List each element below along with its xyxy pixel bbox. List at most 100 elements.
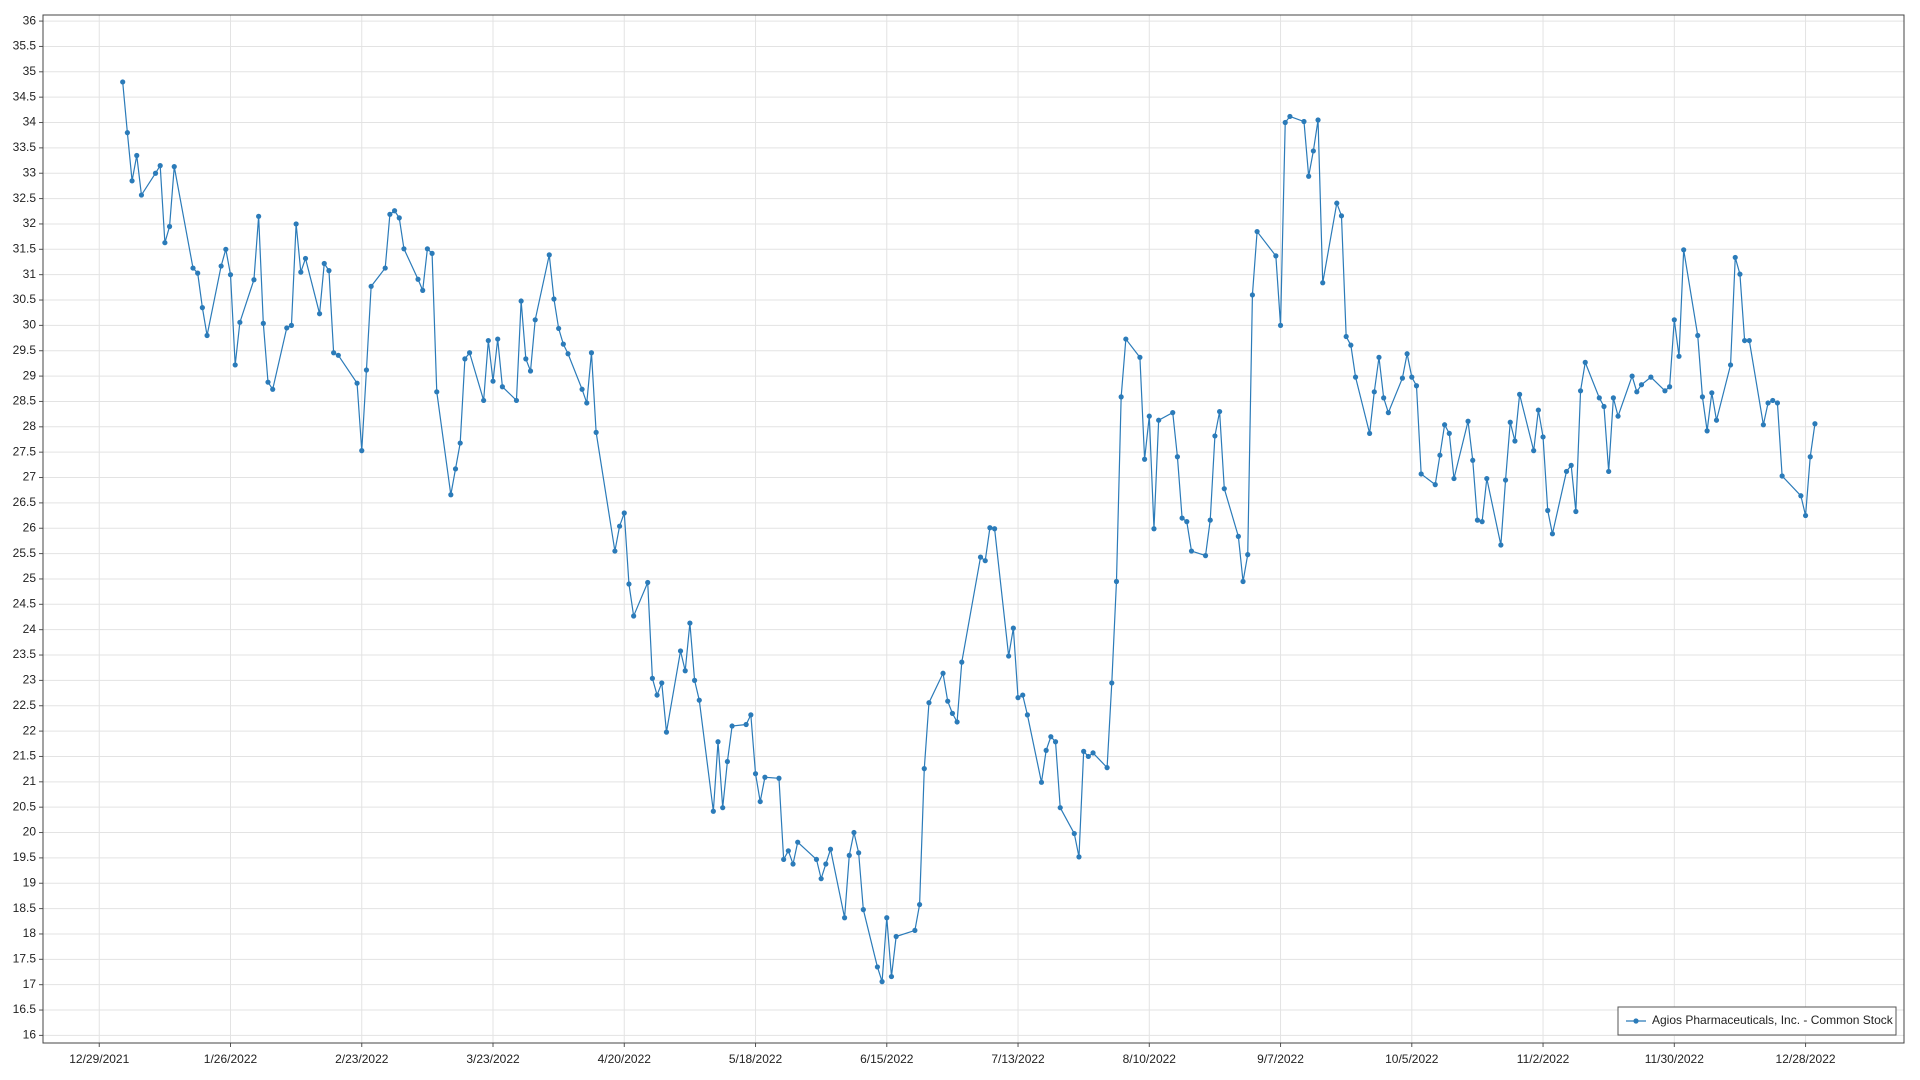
data-point — [1188, 548, 1195, 554]
data-point — [1774, 400, 1781, 406]
data-point — [1606, 468, 1612, 475]
data-point — [1798, 493, 1804, 499]
data-point — [991, 526, 998, 532]
data-point — [1802, 512, 1809, 519]
data-point — [1146, 413, 1152, 419]
y-tick-label: 19 — [23, 875, 37, 889]
data-point — [326, 268, 332, 274]
legend-label: Agios Pharmaceuticals, Inc. - Common Sto… — [1652, 1013, 1894, 1027]
data-point — [1413, 383, 1420, 389]
data-point — [523, 356, 529, 362]
y-tick-label: 29.5 — [13, 343, 37, 357]
data-point — [1812, 421, 1818, 427]
data-point — [1348, 342, 1354, 348]
y-tick-label: 23.5 — [13, 647, 37, 661]
data-point — [457, 440, 463, 446]
data-point — [429, 250, 435, 256]
data-point — [977, 554, 984, 560]
data-point — [888, 973, 895, 980]
data-point — [912, 927, 918, 934]
data-point — [954, 719, 960, 725]
data-point — [696, 697, 702, 703]
data-point — [579, 386, 585, 392]
data-point — [1235, 533, 1241, 539]
y-tick-label: 21.5 — [13, 749, 37, 763]
data-point — [762, 774, 768, 780]
data-point — [396, 215, 402, 221]
data-point — [232, 362, 238, 368]
legend-swatch-marker — [1633, 1018, 1639, 1024]
data-point — [654, 692, 660, 698]
y-tick-label: 30.5 — [13, 292, 37, 306]
data-point — [190, 265, 196, 271]
y-tick-label: 25.5 — [13, 546, 37, 560]
y-tick-label: 35 — [23, 64, 37, 78]
data-point — [298, 269, 304, 275]
data-point — [1137, 354, 1143, 360]
y-tick-label: 19.5 — [13, 850, 37, 864]
data-point — [1184, 519, 1190, 525]
y-tick-label: 25 — [23, 571, 37, 585]
data-point — [1310, 148, 1316, 154]
data-point — [466, 350, 473, 356]
data-point — [354, 380, 360, 386]
data-point — [860, 907, 866, 913]
data-point — [1573, 508, 1579, 515]
data-point — [846, 852, 852, 858]
data-point — [1662, 388, 1668, 394]
data-point — [1381, 395, 1387, 401]
y-tick-label: 18 — [23, 926, 37, 940]
y-tick-label: 22.5 — [13, 698, 37, 712]
data-point — [687, 620, 693, 626]
data-point — [1254, 228, 1260, 235]
data-point — [916, 901, 923, 908]
data-point — [1727, 362, 1734, 368]
data-point — [720, 805, 726, 811]
data-point — [382, 265, 388, 271]
data-point — [1742, 337, 1748, 344]
data-point — [1076, 854, 1082, 860]
data-point — [743, 721, 749, 728]
data-point — [1020, 692, 1026, 698]
data-point — [1399, 375, 1406, 381]
y-tick-label: 27 — [23, 470, 37, 484]
data-point — [1517, 391, 1523, 397]
data-point — [1638, 382, 1645, 388]
data-point — [485, 337, 491, 344]
data-point — [387, 211, 393, 217]
data-point — [959, 659, 965, 665]
data-point — [621, 510, 627, 516]
data-point — [1338, 213, 1345, 219]
data-point — [584, 400, 590, 406]
data-point — [1043, 747, 1049, 753]
data-point — [1713, 417, 1720, 423]
data-point — [162, 240, 168, 246]
data-point — [518, 298, 524, 304]
data-point — [874, 964, 881, 970]
legend: Agios Pharmaceuticals, Inc. - Common Sto… — [1617, 1006, 1897, 1036]
data-point — [1582, 359, 1588, 366]
x-tick-label: 9/7/2022 — [1257, 1052, 1304, 1066]
data-point — [823, 861, 829, 867]
data-point — [481, 397, 487, 404]
data-point — [560, 341, 566, 347]
data-point — [527, 368, 534, 374]
y-tick-label: 35.5 — [13, 39, 37, 53]
data-point — [513, 397, 520, 404]
y-tick-label: 34 — [23, 115, 37, 129]
y-tick-label: 28 — [23, 419, 37, 433]
data-point — [1648, 374, 1654, 380]
data-point — [1615, 413, 1621, 419]
data-point — [691, 677, 698, 683]
data-point — [1760, 422, 1766, 428]
data-point — [1048, 734, 1054, 740]
data-point — [626, 581, 632, 587]
data-point — [1085, 753, 1091, 760]
data-point — [1507, 419, 1513, 425]
data-point — [1484, 475, 1490, 482]
data-point — [593, 429, 599, 435]
y-tick-label: 26 — [23, 520, 37, 534]
data-point — [1287, 113, 1293, 120]
data-point — [1709, 390, 1715, 396]
data-point — [1212, 433, 1218, 439]
